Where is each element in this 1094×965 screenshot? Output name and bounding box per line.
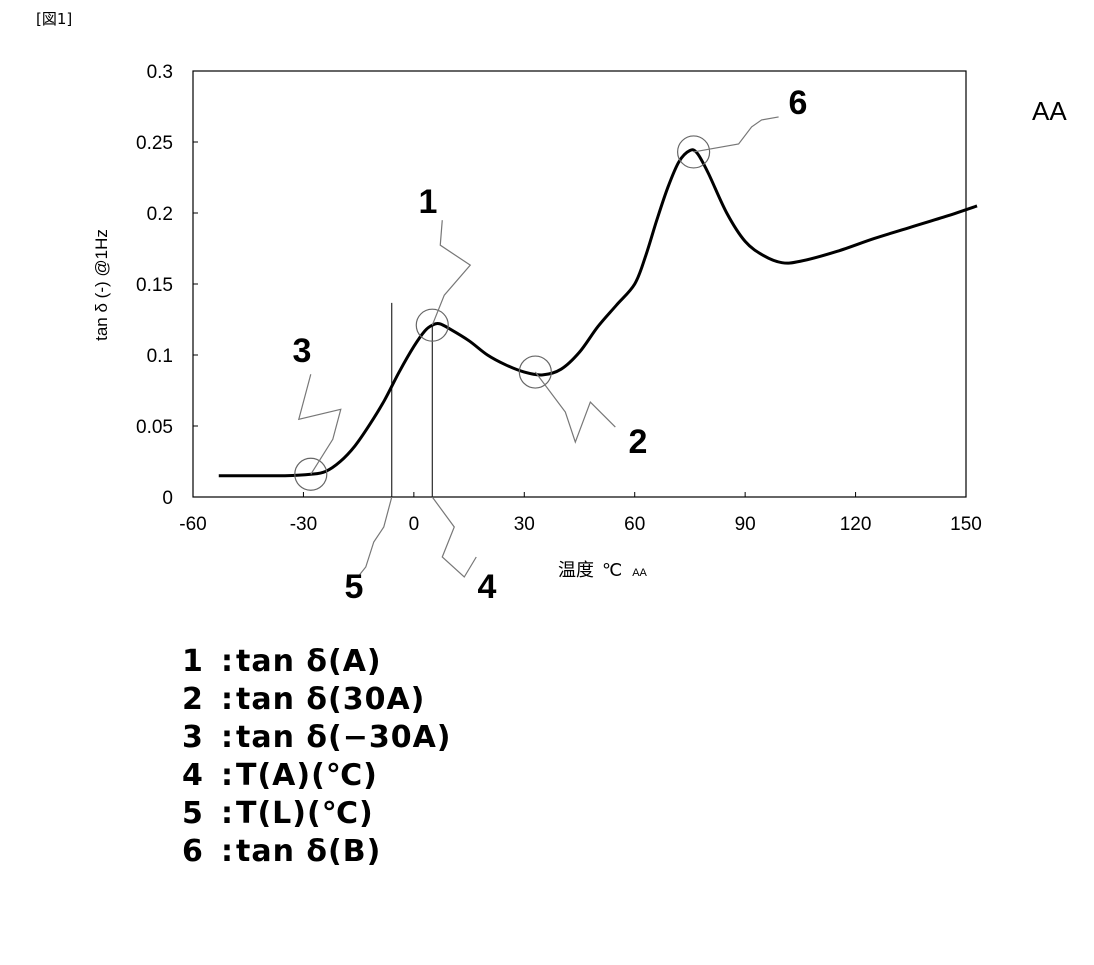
legend-text: tan δ(30A)	[236, 682, 425, 717]
legend-text: T(A)(℃)	[236, 758, 378, 793]
legend-separator: :	[218, 644, 236, 679]
legend-number: 6	[182, 834, 218, 869]
y-tick-label: 0.15	[136, 275, 173, 296]
legend-item: 3:tan δ(−30A)	[182, 718, 452, 756]
x-axis-note: AA	[632, 567, 647, 579]
x-axis-label: 温度 ℃ AA	[558, 556, 647, 582]
callout-label-4: 4	[478, 568, 497, 606]
legend-item: 5:T(L)(℃)	[182, 794, 452, 832]
x-tick-label: 90	[735, 514, 756, 535]
y-tick-label: 0.1	[147, 346, 173, 367]
x-tick-label: 150	[950, 514, 982, 535]
callout-label-2: 2	[629, 423, 648, 461]
legend-number: 1	[182, 644, 218, 679]
legend-number: 3	[182, 720, 218, 755]
x-tick-label: 0	[409, 514, 420, 535]
y-tick-label: 0	[162, 488, 173, 509]
y-axis-label: tan δ (-) @1Hz	[92, 229, 112, 341]
legend-separator: :	[218, 720, 236, 755]
legend-item: 4:T(A)(℃)	[182, 756, 452, 794]
legend-separator: :	[218, 834, 236, 869]
x-tick-label: -60	[179, 514, 206, 535]
x-tick-label: 60	[624, 514, 645, 535]
x-tick-label: 120	[840, 514, 872, 535]
callout-label-6: 6	[789, 84, 808, 122]
chart: -60 -30 0 30 60 90 120 150 0 0.05 0.1 0.15 0.2 0.25 0.…	[0, 0, 1094, 640]
legend-item: 1:tan δ(A)	[182, 642, 452, 680]
legend-number: 2	[182, 682, 218, 717]
legend-number: 5	[182, 796, 218, 831]
callout-line-1	[432, 220, 470, 325]
legend-text: tan δ(−30A)	[236, 720, 452, 755]
x-axis-title: 温度	[558, 560, 594, 580]
y-tick-label: 0.2	[147, 204, 173, 225]
legend-text: tan δ(A)	[236, 644, 382, 679]
y-tick-label: 0.25	[136, 133, 173, 154]
x-tick-label: -30	[290, 514, 317, 535]
legend-item: 6:tan δ(B)	[182, 832, 452, 870]
callout-label-5: 5	[345, 568, 364, 606]
y-tick-label: 0.3	[147, 62, 173, 83]
plot-frame	[193, 71, 966, 497]
callout-line-4	[432, 497, 476, 577]
x-axis-unit: ℃	[602, 560, 622, 580]
legend-text: T(L)(℃)	[236, 796, 374, 831]
callout-line-5	[358, 497, 392, 577]
legend-separator: :	[218, 758, 236, 793]
legend-text: tan δ(B)	[236, 834, 381, 869]
callout-label-1: 1	[419, 183, 438, 221]
legend-separator: :	[218, 796, 236, 831]
legend-item: 2:tan δ(30A)	[182, 680, 452, 718]
callout-label-3: 3	[293, 332, 312, 370]
data-line	[219, 150, 977, 476]
callout-line-6	[694, 117, 779, 152]
legend-separator: :	[218, 682, 236, 717]
y-tick-label: 0.05	[136, 417, 173, 438]
legend: 1:tan δ(A) 2:tan δ(30A) 3:tan δ(−30A) 4:…	[182, 642, 452, 870]
x-tick-label: 30	[514, 514, 535, 535]
legend-number: 4	[182, 758, 218, 793]
